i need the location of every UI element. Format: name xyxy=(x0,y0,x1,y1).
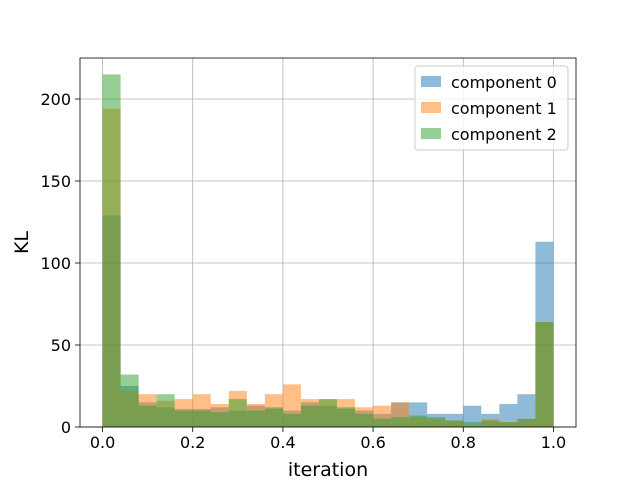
histogram-bar xyxy=(427,417,446,427)
y-tick-label: 100 xyxy=(40,254,71,273)
histogram-bar xyxy=(246,410,265,427)
histogram-bar xyxy=(228,399,247,427)
legend-swatch xyxy=(421,76,441,87)
histogram-bar xyxy=(337,407,356,427)
histogram-bar xyxy=(264,407,283,427)
legend-box xyxy=(414,65,569,151)
legend-swatch xyxy=(421,128,441,139)
legend-label: component 0 xyxy=(451,73,557,92)
histogram-bar xyxy=(300,405,319,427)
legend-swatch xyxy=(421,102,441,113)
y-axis-label: KL xyxy=(11,231,33,254)
histogram-bar xyxy=(102,74,121,428)
x-tick-label: 1.0 xyxy=(541,433,566,452)
histogram-bar xyxy=(463,405,482,427)
histogram-bar xyxy=(517,418,536,427)
x-axis-label: iteration xyxy=(288,459,368,480)
legend-label: component 2 xyxy=(451,125,557,144)
histogram-bar xyxy=(391,417,410,427)
histogram-bar xyxy=(120,374,139,427)
y-tick-label: 200 xyxy=(40,90,71,109)
x-tick-label: 0.2 xyxy=(180,433,205,452)
histogram-bar xyxy=(355,413,374,427)
histogram-bar xyxy=(499,422,518,427)
series-1 xyxy=(102,108,554,427)
histogram-bar xyxy=(138,405,157,427)
axis-ticks: 0.0 0.2 0.4 0.6 0.8 1.0 0 50 100 150 200 xyxy=(40,90,566,452)
y-tick-label: 50 xyxy=(51,336,71,355)
histogram-bar xyxy=(463,422,482,427)
histogram-bar xyxy=(174,410,193,427)
histogram-bar xyxy=(499,404,518,427)
histogram-bar xyxy=(192,410,211,427)
histogram-bars xyxy=(102,74,554,428)
x-tick-label: 0.6 xyxy=(360,433,385,452)
legend: component 0 component 1 component 2 xyxy=(414,65,569,151)
x-tick-label: 0.0 xyxy=(90,433,115,452)
histogram-bar xyxy=(156,394,175,427)
histogram-bar xyxy=(318,399,338,427)
histogram-bar xyxy=(535,322,554,427)
plot-frame xyxy=(79,57,577,428)
y-tick-label: 0 xyxy=(61,418,71,437)
histogram-bar xyxy=(445,420,464,427)
x-tick-label: 0.8 xyxy=(451,433,476,452)
x-tick-label: 0.4 xyxy=(270,433,295,452)
histogram-bar xyxy=(409,415,428,427)
histogram-bar xyxy=(373,418,392,427)
legend-label: component 1 xyxy=(451,99,557,118)
histogram-bar xyxy=(210,412,229,427)
histogram-bar xyxy=(481,420,500,427)
histogram-bar xyxy=(282,413,301,427)
y-tick-label: 150 xyxy=(40,172,71,191)
series-2 xyxy=(102,74,554,428)
